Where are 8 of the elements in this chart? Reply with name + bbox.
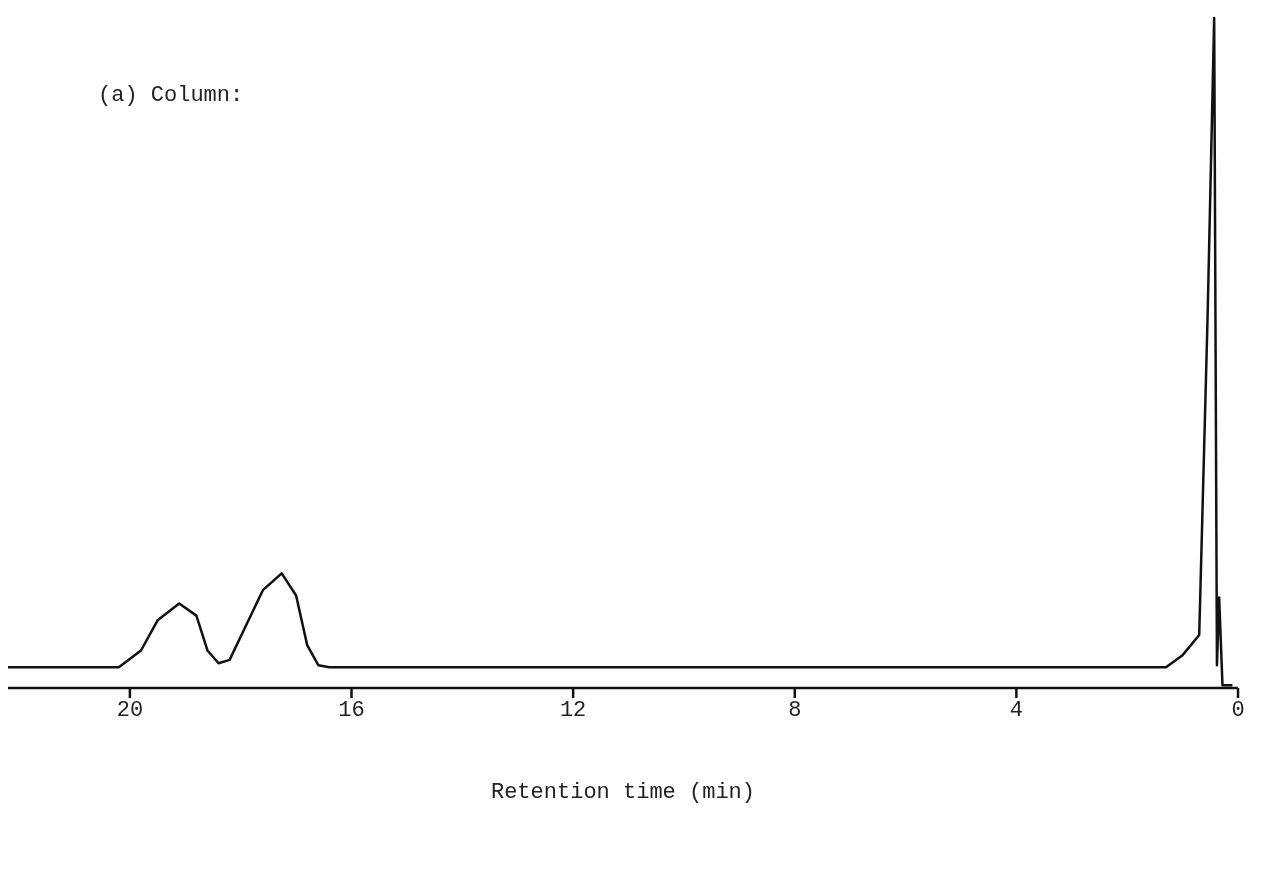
x-tick-label: 12 [559,697,587,723]
x-tick-label: 8 [788,697,802,723]
x-tick-label: 0 [1231,697,1245,723]
x-tick-label: 16 [338,697,365,723]
annotation: (a) Column: [98,83,244,108]
x-tick-label: 20 [116,697,144,723]
x-tick-label: 4 [1009,697,1023,723]
x-axis-title: Retention time (min) [490,780,756,805]
